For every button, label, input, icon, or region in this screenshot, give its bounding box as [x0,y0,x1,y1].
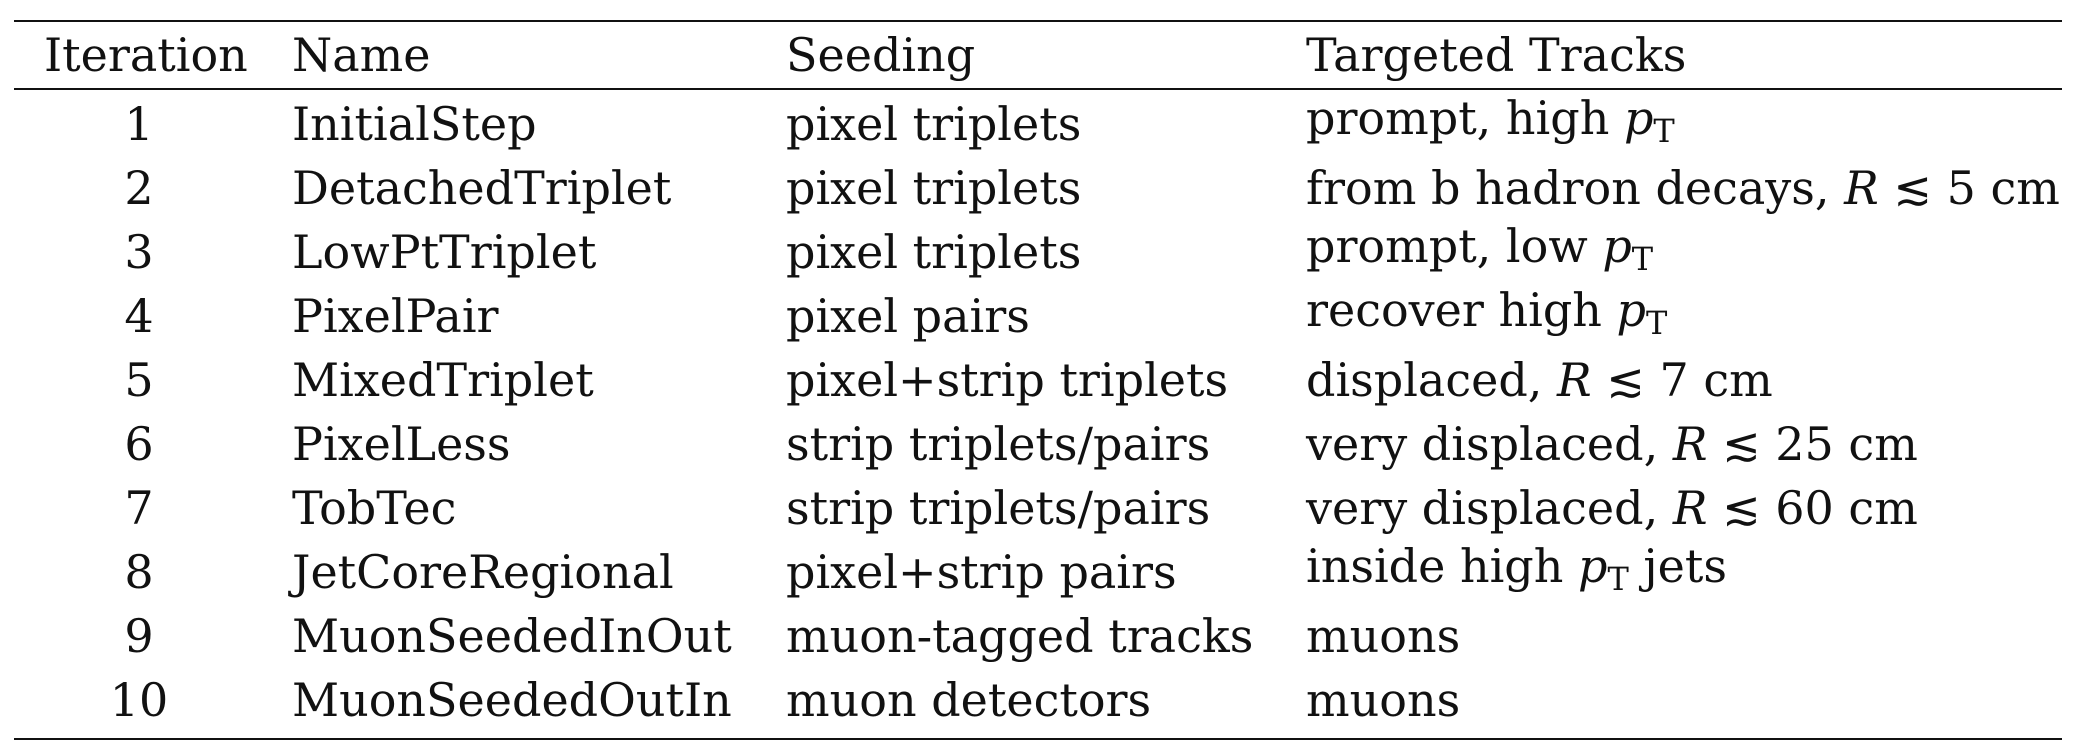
name-cell: MuonSeededInOut [292,609,732,663]
iteration-cell: 9 [124,609,154,663]
target-text: prompt, low [1306,218,1603,273]
target-suffix: ≲ 7 cm [1591,353,1773,407]
table-row: 5 MixedTriplet pixel+strip triplets displac… [14,348,2062,412]
target-text: recover high [1306,282,1617,337]
target-suffix: ≲ 5 cm [1878,161,2060,215]
seeding-cell: strip triplets/pairs [786,417,1211,471]
target-text: very displaced, [1306,481,1673,535]
iteration-cell: 7 [124,481,154,535]
math-symbol: p [1616,282,1646,337]
targeted-tracks-cell: from b hadron decays, R ≲ 5 cm [1306,156,2062,220]
math-subscript: T [1631,239,1654,278]
targeted-tracks-cell: muons [1306,668,2062,732]
name-cell: JetCoreRegional [292,545,674,599]
table-row: 9 MuonSeededInOut muon-tagged tracks muons [14,604,2062,668]
target-text: prompt, high [1306,90,1624,145]
target-text: muons [1306,673,1461,727]
header-iteration: Iteration [44,28,248,82]
name-cell: MuonSeededOutIn [292,673,732,727]
table-row: 2 DetachedTriplet pixel triplets from b had… [14,156,2062,220]
math-subscript: T [1645,303,1668,342]
target-text: displaced, [1306,353,1558,407]
targeted-tracks-cell: very displaced, R ≲ 25 cm [1306,412,2062,476]
seeding-cell: muon detectors [786,673,1152,727]
math-symbol: p [1577,538,1608,593]
target-suffix: ≲ 25 cm [1707,417,1918,471]
math-symbol: R [1557,353,1592,407]
math-symbol: R [1672,481,1708,535]
header-rule [14,88,2062,90]
targeted-tracks-cell: recover high pT [1306,278,2062,355]
table-row: 6 PixelLess strip triplets/pairs very displ… [14,412,2062,476]
table-row: 3 LowPtTriplet pixel triplets prompt, low p… [14,219,2062,284]
math-subscript: T [1653,111,1675,150]
seeding-cell: pixel triplets [786,225,1082,279]
name-cell: LowPtTriplet [292,225,597,279]
name-cell: PixelPair [292,289,499,343]
targeted-tracks-cell: prompt, low pT [1306,214,2062,291]
header-seeding: Seeding [786,28,976,82]
math-symbol: R [1672,417,1708,471]
table-body: 1 InitialStep pixel triplets prompt, high p… [14,90,2062,738]
target-text: muons [1306,609,1461,663]
iteration-cell: 2 [124,161,154,215]
name-cell: MixedTriplet [292,353,594,407]
header-targeted-tracks: Targeted Tracks [1306,28,1687,82]
target-suffix: jets [1628,538,1727,593]
seeding-cell: strip triplets/pairs [786,481,1211,535]
tracking-iterations-table: Iteration Name Seeding Targeted Tracks 1… [14,20,2062,740]
name-cell: TobTec [292,481,457,535]
seeding-cell: muon-tagged tracks [786,609,1254,663]
name-cell: DetachedTriplet [292,161,672,215]
table-row: 10 MuonSeededOutIn muon detectors muons [14,668,2062,732]
math-subscript: T [1607,559,1629,598]
target-suffix: ≲ 60 cm [1707,481,1918,535]
iteration-cell: 6 [124,417,154,471]
target-text: very displaced, [1306,417,1673,471]
name-cell: PixelLess [292,417,511,471]
iteration-cell: 10 [109,673,169,727]
table-row: 1 InitialStep pixel triplets prompt, high p… [14,91,2062,156]
bottom-rule [14,738,2062,740]
iteration-cell: 3 [124,225,154,279]
seeding-cell: pixel triplets [786,97,1082,151]
header-row: Iteration Name Seeding Targeted Tracks [14,22,2062,88]
top-rule [14,20,2062,22]
math-symbol: R [1844,161,1879,215]
iteration-cell: 8 [124,545,154,599]
targeted-tracks-cell: displaced, R ≲ 7 cm [1306,348,2062,412]
iteration-cell: 4 [124,289,154,343]
target-text: from b hadron decays, [1306,161,1845,215]
iteration-cell: 1 [124,97,154,151]
iteration-cell: 5 [124,353,154,407]
targeted-tracks-cell: prompt, high pT [1306,86,2062,163]
seeding-cell: pixel pairs [786,289,1030,343]
name-cell: InitialStep [292,97,537,151]
target-text: inside high [1306,538,1578,593]
seeding-cell: pixel+strip triplets [786,353,1229,407]
table-row: 4 PixelPair pixel pairs recover high pT [14,283,2062,348]
targeted-tracks-cell: muons [1306,604,2062,668]
table-row: 8 JetCoreRegional pixel+strip pairs inside … [14,539,2062,604]
seeding-cell: pixel triplets [786,161,1082,215]
math-symbol: p [1602,218,1632,273]
targeted-tracks-cell: very displaced, R ≲ 60 cm [1306,476,2062,540]
math-symbol: p [1623,90,1654,145]
targeted-tracks-cell: inside high pT jets [1306,534,2062,611]
table-row: 7 TobTec strip triplets/pairs very displace… [14,476,2062,540]
seeding-cell: pixel+strip pairs [786,545,1177,599]
header-name: Name [292,28,431,82]
